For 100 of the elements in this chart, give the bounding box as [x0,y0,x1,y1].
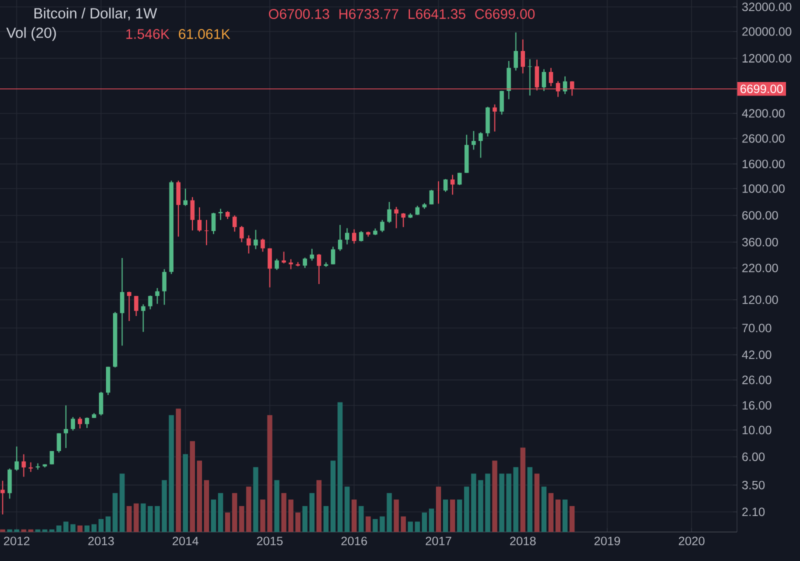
bar [14,529,20,532]
candlestick [387,201,392,224]
bar [274,480,280,532]
annotation: 61.061K [178,29,230,39]
candlestick [98,391,104,416]
candlestick [134,295,138,317]
bar [400,516,406,532]
bar [316,480,322,532]
bar [281,493,286,532]
bar [239,506,244,532]
x-tick-label: 2012 [4,536,30,546]
bar [295,512,300,532]
bar [35,529,40,532]
candlestick [28,462,33,472]
bar [534,474,540,532]
bar [499,474,504,532]
candlestick [14,446,19,472]
bar [562,500,568,532]
bar [352,500,357,532]
candlestick [310,248,314,262]
bar [422,512,427,532]
candlestick [64,404,68,449]
bar [77,526,82,532]
bar [330,460,336,532]
candlestick [457,172,462,186]
bar [168,415,174,532]
candlestick [316,254,322,285]
candlestick [472,130,476,150]
candlestick [190,196,195,231]
candlestick [268,248,272,288]
bar [154,506,160,532]
bar [414,522,420,532]
candlestick [352,228,356,244]
bar [555,500,561,532]
chart-title: Bitcoin / Dollar, 1W [34,8,158,20]
x-tick-label: 2020 [678,536,704,546]
candlestick [260,238,265,252]
candlestick [22,454,26,478]
candlestick [380,219,384,233]
y-tick-label: 1000.00 [742,184,785,193]
bar [527,467,532,532]
bar [162,480,167,532]
bar [436,486,442,532]
annotation: 1.546K [126,29,170,39]
bar [471,474,476,532]
x-tick-label: 2015 [257,536,283,546]
candlestick [492,104,497,132]
bar [288,500,294,532]
candlestick [514,32,518,72]
candlestick [274,258,279,270]
y-tick-label: 220.00 [742,264,778,272]
bar [323,506,329,532]
x-tick-label: 2016 [341,536,367,546]
candlestick [148,295,152,310]
candlestick [70,416,76,432]
annotation: L6641.35 [408,9,466,19]
y-tick-label: 360.00 [742,238,778,246]
candlestick [246,234,251,254]
bar [450,500,456,532]
candlestick [176,180,180,238]
bar [394,500,399,532]
bar [232,493,238,532]
y-tick-label: 20000.00 [742,27,792,36]
candlestick [197,206,202,232]
bar [225,512,230,532]
x-tick-label: 2017 [426,536,452,546]
bar [443,500,448,532]
candlestick [429,189,434,205]
candlestick [211,212,216,235]
bar [112,493,118,532]
y-tick-label: 32000.00 [742,2,792,12]
y-tick-label: 10.00 [742,426,772,434]
candlestick [562,76,568,95]
bar [56,526,62,532]
y-tick-label: 2600.00 [742,134,785,143]
bar [70,524,76,532]
chart-title: Vol (20) [6,27,56,41]
bar [358,506,364,532]
bar [309,493,314,532]
bar [182,454,188,532]
candlestick [542,68,546,92]
candlestick [443,178,448,192]
candlestick [450,174,455,196]
candlestick [8,468,12,500]
bar [267,415,272,532]
candlestick [548,67,554,87]
candlestick [288,258,293,270]
bar [344,486,350,532]
candlestick [141,304,146,332]
y-tick-label: 70.00 [742,324,772,332]
bar [0,529,6,532]
bar [478,480,484,532]
bar [485,474,490,532]
bar [520,448,526,532]
bar [7,529,12,532]
ref-line-label: 6699.00 [740,84,783,94]
annotation: H6733.77 [339,9,398,19]
candlestick [120,257,124,346]
bar [98,519,104,532]
candlestick [338,224,342,252]
